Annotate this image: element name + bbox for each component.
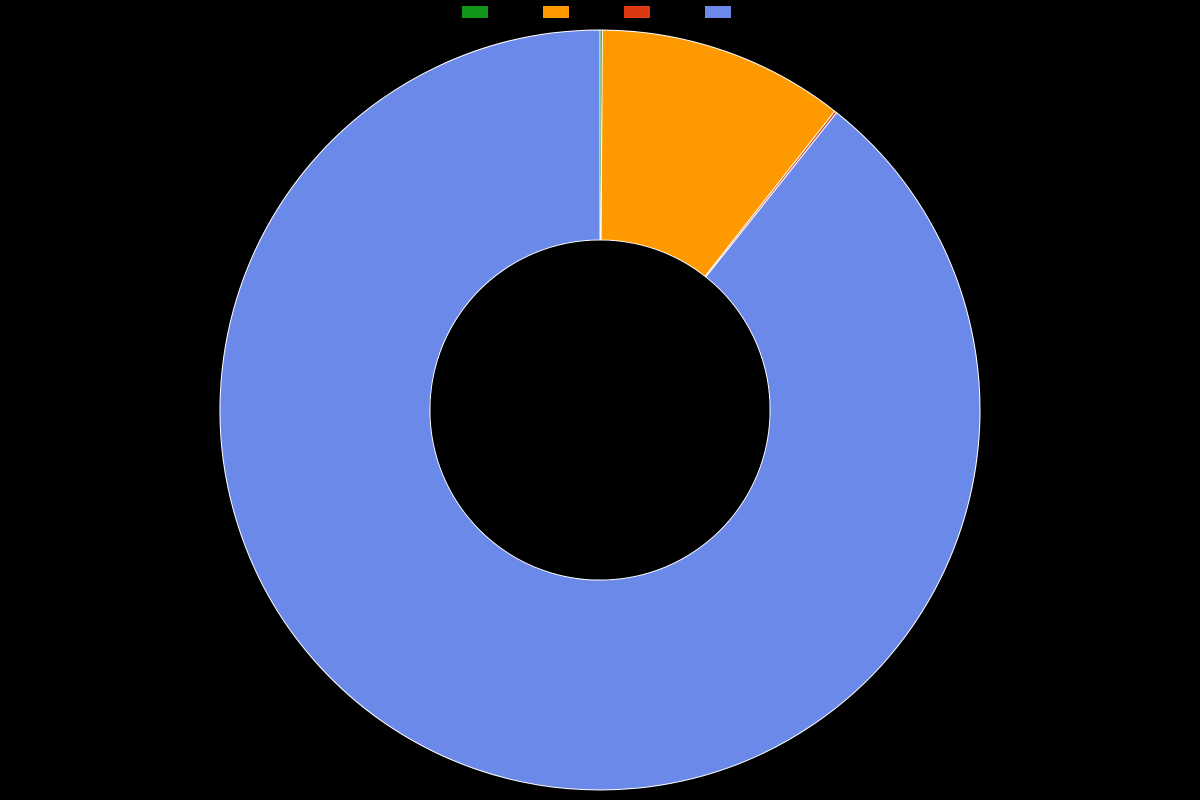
legend-label <box>737 6 738 18</box>
legend-label <box>656 6 657 18</box>
legend-swatch <box>624 6 650 18</box>
donut-chart <box>0 20 1200 800</box>
legend-item[interactable] <box>705 6 738 18</box>
donut-chart-container <box>0 20 1200 800</box>
legend-label <box>494 6 495 18</box>
legend-item[interactable] <box>543 6 576 18</box>
legend-item[interactable] <box>462 6 495 18</box>
legend-label <box>575 6 576 18</box>
legend-item[interactable] <box>624 6 657 18</box>
chart-stage <box>0 0 1200 800</box>
donut-hole <box>431 241 770 580</box>
legend-swatch <box>462 6 488 18</box>
legend <box>0 6 1200 18</box>
legend-swatch <box>543 6 569 18</box>
legend-swatch <box>705 6 731 18</box>
